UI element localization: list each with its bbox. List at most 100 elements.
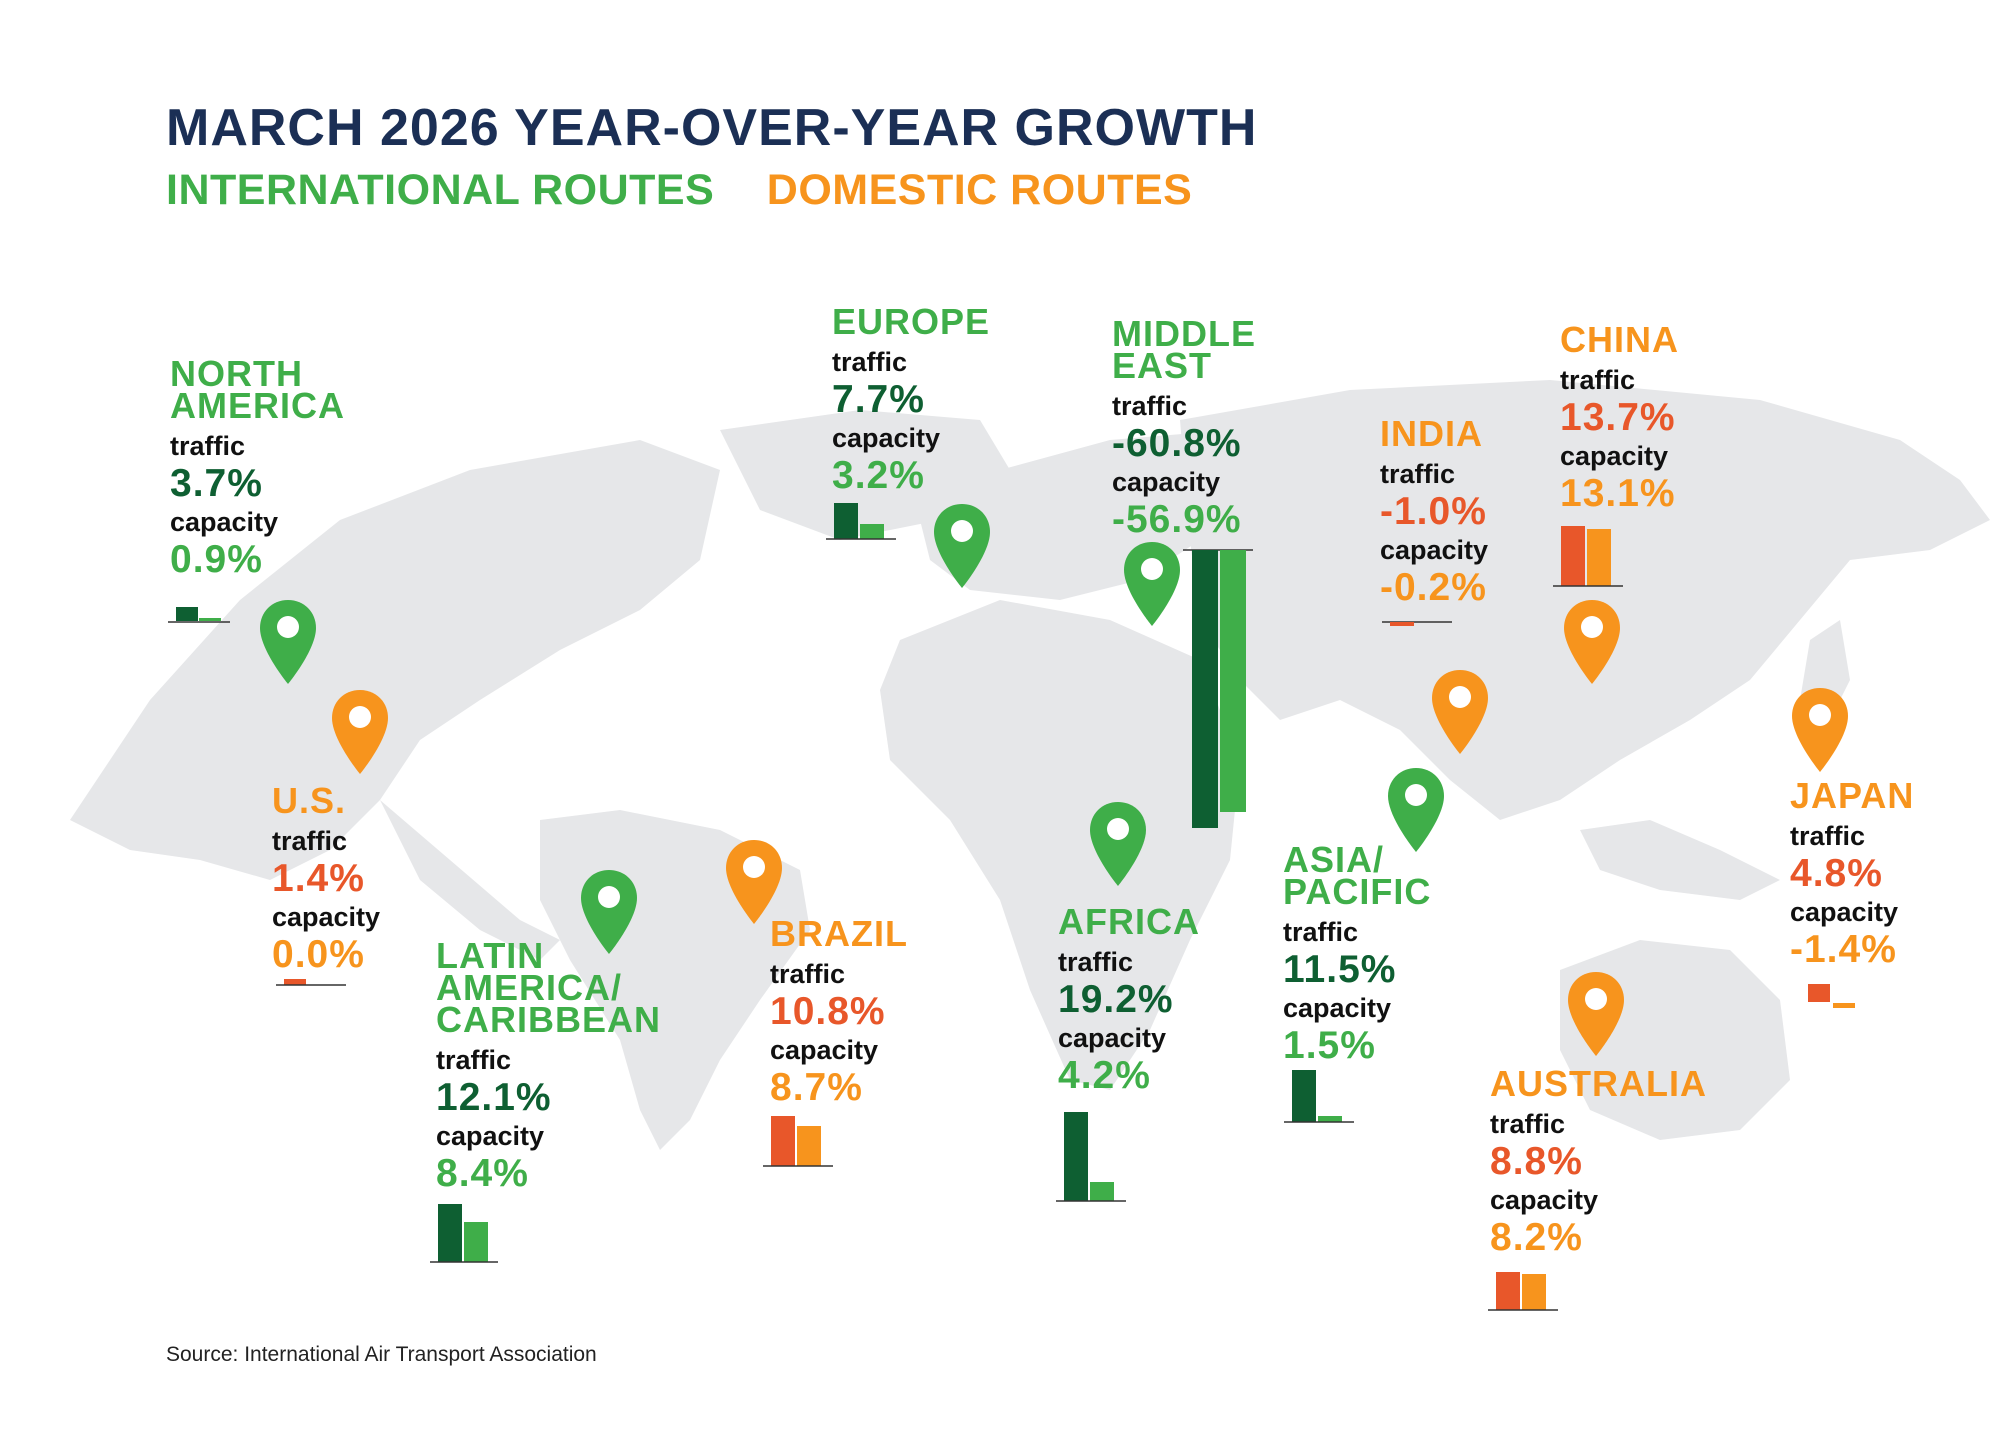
capacity-value: -0.2%: [1380, 566, 1487, 609]
bars-latin-america: [430, 1204, 498, 1263]
region-name: AUSTRALIA: [1490, 1063, 1707, 1104]
region-latin-america: LATIN AMERICA/ CARIBBEAN traffic 12.1% c…: [436, 938, 661, 1196]
map-pin-icon: [260, 600, 316, 684]
traffic-label: traffic: [1058, 947, 1134, 977]
bars-china: [1553, 526, 1623, 587]
traffic-label: traffic: [832, 347, 908, 377]
europe-landmass: [920, 430, 1260, 600]
legend-international: INTERNATIONAL ROUTES: [166, 166, 715, 214]
traffic-value: 12.1%: [436, 1076, 552, 1119]
traffic-value: 19.2%: [1058, 978, 1174, 1021]
traffic-bar: [1808, 984, 1830, 1002]
region-name: EUROPE: [832, 301, 991, 342]
capacity-label: capacity: [1790, 897, 1899, 927]
region-name: BRAZIL: [770, 913, 908, 954]
capacity-value: 8.2%: [1490, 1216, 1583, 1259]
traffic-value: -60.8%: [1112, 422, 1242, 465]
traffic-label: traffic: [1283, 917, 1359, 947]
capacity-bar: [860, 524, 884, 539]
capacity-bar: [1522, 1274, 1546, 1310]
capacity-value: 13.1%: [1560, 472, 1676, 515]
capacity-bar: [199, 618, 221, 621]
region-middle-east: MIDDLE EAST traffic -60.8% capacity -56.…: [1112, 316, 1256, 542]
traffic-value: 4.8%: [1790, 852, 1883, 895]
map-pin-icon: [581, 870, 637, 954]
bars-australia: [1488, 1272, 1558, 1311]
region-china: CHINA traffic 13.7% capacity 13.1%: [1560, 319, 1679, 516]
region-name: CHINA: [1560, 319, 1679, 360]
bars-middle-east: [1183, 549, 1253, 828]
capacity-value: 8.7%: [770, 1066, 863, 1109]
capacity-value: 1.5%: [1283, 1024, 1376, 1067]
traffic-label: traffic: [170, 431, 246, 461]
bars-india: [1382, 621, 1452, 626]
capacity-label: capacity: [1283, 993, 1392, 1023]
bars-europe: [826, 503, 896, 540]
traffic-bar: [1292, 1070, 1316, 1122]
region-name: INDIA: [1380, 413, 1483, 454]
traffic-value: 13.7%: [1560, 396, 1676, 439]
legend-domestic: DOMESTIC ROUTES: [766, 166, 1193, 214]
region-name: AFRICA: [1058, 901, 1200, 942]
bars-africa: [1056, 1112, 1126, 1202]
region-europe: EUROPE traffic 7.7% capacity 3.2%: [832, 301, 991, 498]
capacity-bar: [1587, 529, 1611, 586]
capacity-label: capacity: [170, 507, 279, 537]
central-america-landmass: [380, 800, 560, 960]
capacity-bar: [1090, 1182, 1114, 1201]
capacity-value: -1.4%: [1790, 928, 1897, 971]
africa-landmass: [880, 600, 1240, 1090]
region-north-america: NORTH AMERICA traffic 3.7% capacity 0.9%: [170, 353, 345, 582]
capacity-value: 8.4%: [436, 1152, 529, 1195]
region-brazil: BRAZIL traffic 10.8% capacity 8.7%: [770, 913, 908, 1110]
capacity-label: capacity: [1058, 1023, 1167, 1053]
bars-north-america: [168, 607, 230, 623]
traffic-bar: [834, 503, 858, 539]
traffic-label: traffic: [770, 959, 846, 989]
bars-brazil: [763, 1116, 833, 1167]
capacity-label: capacity: [832, 423, 941, 453]
map-pin-icon: [1124, 542, 1180, 626]
traffic-value: 8.8%: [1490, 1140, 1583, 1183]
traffic-bar: [1561, 526, 1585, 586]
traffic-bar: [284, 979, 306, 985]
region-japan: JAPAN traffic 4.8% capacity -1.4%: [1790, 775, 1915, 972]
capacity-label: capacity: [272, 902, 381, 932]
north-america-landmass: [70, 440, 720, 880]
region-name: JAPAN: [1790, 775, 1915, 816]
greenland-landmass: [720, 410, 1010, 540]
capacity-label: capacity: [1112, 467, 1221, 497]
traffic-value: 3.7%: [170, 462, 263, 505]
traffic-label: traffic: [1490, 1109, 1566, 1139]
capacity-label: capacity: [1380, 535, 1489, 565]
map-pin-icon: [332, 690, 388, 774]
traffic-bar: [176, 607, 198, 621]
region-asia-pacific: ASIA/ PACIFIC traffic 11.5% capacity 1.5…: [1283, 839, 1432, 1068]
region-name: ASIA/ PACIFIC: [1283, 839, 1432, 912]
region-india: INDIA traffic -1.0% capacity -0.2%: [1380, 413, 1489, 610]
traffic-value: -1.0%: [1380, 490, 1487, 533]
map-pin-icon: [934, 504, 990, 588]
traffic-bar: [1192, 550, 1218, 828]
asia-landmass: [1180, 380, 1990, 820]
map-pin-icon: [1090, 802, 1146, 886]
capacity-bar: [797, 1126, 821, 1166]
traffic-label: traffic: [436, 1045, 512, 1075]
map-pin-icon: [1568, 972, 1624, 1056]
traffic-label: traffic: [1790, 821, 1866, 851]
bars-asia-pacific: [1284, 1070, 1354, 1123]
southeast-asia-islands: [1580, 820, 1780, 900]
capacity-label: capacity: [1490, 1185, 1599, 1215]
traffic-value: 11.5%: [1283, 948, 1397, 991]
traffic-value: 1.4%: [272, 857, 365, 900]
map-pin-icon: [1564, 600, 1620, 684]
map-pin-icon: [1792, 688, 1848, 772]
bars-us: [276, 979, 346, 986]
capacity-value: -56.9%: [1112, 498, 1242, 541]
capacity-bar: [1318, 1116, 1342, 1122]
traffic-bar: [1064, 1112, 1088, 1201]
capacity-value: 0.9%: [170, 538, 263, 581]
region-name: NORTH AMERICA: [170, 353, 345, 426]
traffic-label: traffic: [1112, 391, 1188, 421]
region-us: U.S. traffic 1.4% capacity 0.0%: [272, 783, 381, 977]
